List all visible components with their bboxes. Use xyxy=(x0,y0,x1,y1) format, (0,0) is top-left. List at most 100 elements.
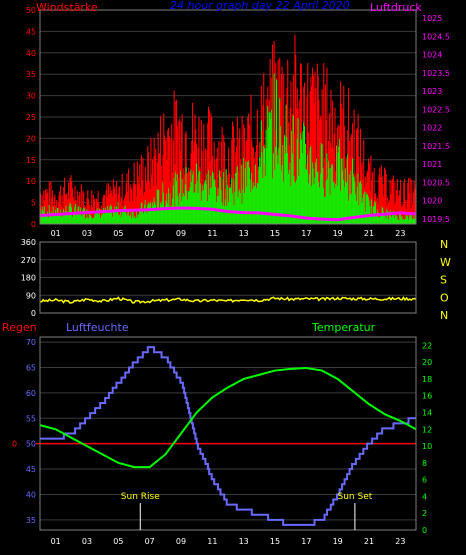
wind-avg-bar-302 xyxy=(281,165,283,224)
wind-avg-bar-124 xyxy=(139,210,141,224)
pressure-y-tick-4: 1021.5 xyxy=(422,142,450,151)
wind-avg-bar-233 xyxy=(226,205,228,224)
wind-max-bar-157 xyxy=(165,138,167,224)
wind-avg-bar-91 xyxy=(112,209,114,224)
wind-avg-bar-213 xyxy=(210,175,212,224)
wind-max-bar-226 xyxy=(220,141,222,224)
wind-avg-bar-25 xyxy=(60,210,62,224)
wind-avg-bar-17 xyxy=(53,215,55,224)
wind-avg-bar-78 xyxy=(102,214,104,224)
temp-x-tick-10: 21 xyxy=(364,537,374,546)
wind-avg-bar-403 xyxy=(362,197,364,224)
wind-avg-bar-294 xyxy=(275,146,277,224)
direction-y-tick-0: 0 xyxy=(31,309,36,318)
wind-avg-bar-285 xyxy=(268,127,270,224)
wind-avg-bar-216 xyxy=(212,173,214,224)
wind-avg-bar-429 xyxy=(383,211,385,224)
wind-avg-bar-255 xyxy=(244,193,246,224)
wind-max-bar-33 xyxy=(66,193,68,224)
wind-max-bar-121 xyxy=(136,161,138,224)
wind-max-bar-406 xyxy=(364,176,366,224)
wind-max-bar-118 xyxy=(134,184,136,224)
humidity-y-tick-3: 50 xyxy=(26,440,36,449)
wind-avg-bar-458 xyxy=(406,214,408,224)
wind-max-bar-145 xyxy=(156,184,158,224)
chart-title: 24 hour graph day 22 April 2020 xyxy=(170,0,350,12)
wind-avg-bar-131 xyxy=(144,199,146,224)
wind-avg-bar-325 xyxy=(300,133,302,224)
wind-max-bar-76 xyxy=(100,205,102,224)
wind-y-tick-2: 10 xyxy=(26,177,36,186)
wind-avg-bar-132 xyxy=(145,210,147,224)
wind-max-bar-163 xyxy=(170,138,172,224)
wind-avg-bar-316 xyxy=(292,115,294,224)
wind-max-bar-342 xyxy=(313,102,315,224)
wind-max-bar-335 xyxy=(308,132,310,224)
wind-max-bar-134 xyxy=(147,146,149,224)
wind-avg-bar-76 xyxy=(100,215,102,224)
wind-avg-bar-460 xyxy=(408,219,410,224)
wind-avg-bar-359 xyxy=(327,178,329,224)
rain-value: 0 xyxy=(12,440,17,449)
wind-avg-bar-350 xyxy=(320,173,322,224)
wind-max-bar-357 xyxy=(325,120,327,224)
wind-max-bar-87 xyxy=(109,185,111,224)
wind-avg-bar-71 xyxy=(96,208,98,224)
wind-avg-bar-287 xyxy=(269,112,271,224)
wind-max-bar-263 xyxy=(250,94,252,224)
pressure-y-ticks: 1019.5 1020 1020.5 1021 1021.5 1022 1022.5 1023… xyxy=(422,14,450,224)
wind-avg-bar-432 xyxy=(385,218,387,224)
wind-max-bar-464 xyxy=(411,179,413,224)
wind-avg-bar-387 xyxy=(349,194,351,224)
wind-max-bar-98 xyxy=(118,187,120,224)
wind-max-bar-37 xyxy=(69,177,71,224)
wind-avg-bar-452 xyxy=(401,215,403,224)
wind-max-bar-375 xyxy=(340,81,342,224)
wind-max-bar-160 xyxy=(168,128,170,224)
wind-avg-bar-254 xyxy=(243,157,245,224)
wind-avg-bar-293 xyxy=(274,170,276,224)
wind-avg-bar-14 xyxy=(51,211,53,224)
wind-avg-bar-349 xyxy=(319,187,321,224)
wind-avg-bar-156 xyxy=(164,205,166,224)
wind-max-bar-202 xyxy=(201,150,203,224)
wind-avg-bar-319 xyxy=(295,183,297,224)
wind-avg-bar-51 xyxy=(80,214,82,224)
wind-max-bar-341 xyxy=(312,75,314,224)
wind-max-bar-389 xyxy=(351,133,353,224)
wind-max-bar-240 xyxy=(232,121,234,224)
wind-max-bar-397 xyxy=(357,113,359,224)
wind-max-bar-371 xyxy=(336,127,338,224)
wind-avg-bar-311 xyxy=(288,169,290,224)
wind-avg-bar-431 xyxy=(384,212,386,224)
wind-max-bar-156 xyxy=(164,140,166,224)
sun-markers: Sun Rise Sun Set xyxy=(121,492,373,530)
wind-x-tick-3: 07 xyxy=(145,229,155,238)
wind-max-bar-43 xyxy=(74,185,76,224)
pressure-y-tick-7: 1023 xyxy=(422,87,442,96)
wind-avg-bar-170 xyxy=(176,180,178,224)
wind-avg-bar-69 xyxy=(95,210,97,224)
wind-avg-bar-224 xyxy=(219,170,221,224)
wind-avg-bar-228 xyxy=(222,205,224,224)
humidity-y-tick-2: 45 xyxy=(26,465,36,474)
wind-avg-bar-83 xyxy=(106,209,108,224)
wind-avg-bar-115 xyxy=(132,209,134,224)
wind-max-bar-53 xyxy=(82,190,84,224)
pressure-y-tick-6: 1022.5 xyxy=(422,105,450,114)
wind-avg-bar-88 xyxy=(110,204,112,224)
wind-avg-bar-175 xyxy=(180,170,182,224)
wind-max-bar-425 xyxy=(380,177,382,224)
wind-avg-bar-344 xyxy=(315,162,317,224)
wind-avg-bar-291 xyxy=(272,153,274,224)
wind-avg-bar-168 xyxy=(174,208,176,224)
wind-max-bar-346 xyxy=(316,63,318,225)
wind-avg-bar-177 xyxy=(181,179,183,224)
wind-avg-bar-329 xyxy=(303,122,305,224)
wind-avg-bar-219 xyxy=(215,186,217,224)
wind-max-bar-9 xyxy=(47,192,49,224)
wind-y-tick-10: 50 xyxy=(26,6,36,15)
wind-max-bar-349 xyxy=(319,120,321,224)
